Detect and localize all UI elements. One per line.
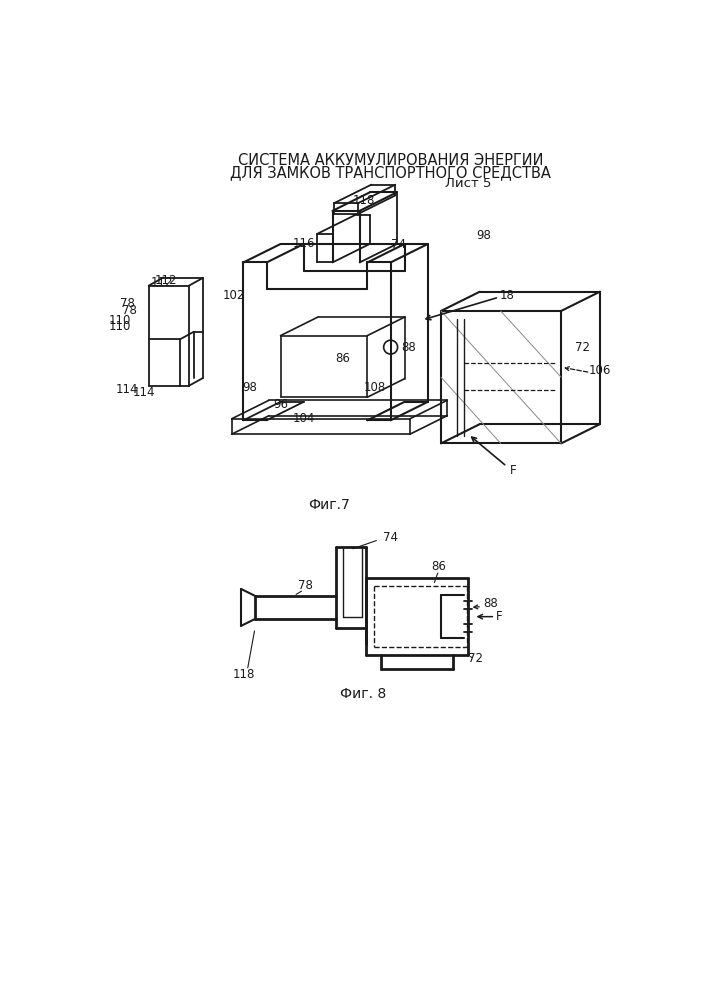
Text: 110: 110: [109, 314, 131, 327]
Text: 74: 74: [391, 238, 406, 251]
Text: 102: 102: [223, 289, 245, 302]
Text: F: F: [510, 464, 516, 477]
Text: 112: 112: [151, 276, 173, 289]
Text: 98: 98: [477, 229, 491, 242]
Text: 18: 18: [499, 289, 514, 302]
Text: 88: 88: [401, 341, 416, 354]
Text: 78: 78: [120, 297, 135, 310]
Text: Фиг.7: Фиг.7: [308, 498, 349, 512]
Text: 114: 114: [133, 386, 156, 399]
Text: 86: 86: [335, 352, 350, 365]
Text: 114: 114: [115, 383, 138, 396]
Text: Лист 5: Лист 5: [445, 177, 491, 190]
Text: Фиг. 8: Фиг. 8: [340, 687, 387, 701]
Text: 118: 118: [232, 668, 255, 681]
Text: 98: 98: [242, 381, 257, 394]
Text: 110: 110: [109, 320, 131, 333]
Text: 106: 106: [588, 364, 611, 377]
Text: 86: 86: [431, 560, 446, 573]
Text: 104: 104: [293, 412, 315, 425]
Text: ДЛЯ ЗАМКОВ ТРАНСПОРТНОГО СРЕДСТВА: ДЛЯ ЗАМКОВ ТРАНСПОРТНОГО СРЕДСТВА: [230, 165, 551, 180]
Text: 72: 72: [575, 341, 590, 354]
Text: 78: 78: [122, 304, 136, 317]
Text: F: F: [496, 610, 503, 623]
Text: 72: 72: [468, 652, 484, 666]
Text: 88: 88: [484, 597, 498, 610]
Text: СИСТЕМА АККУМУЛИРОВАНИЯ ЭНЕРГИИ: СИСТЕМА АККУМУЛИРОВАНИЯ ЭНЕРГИИ: [238, 153, 544, 168]
Text: 96: 96: [273, 398, 288, 411]
Text: 112: 112: [155, 274, 177, 287]
Text: 108: 108: [364, 381, 386, 394]
Text: 74: 74: [383, 531, 398, 544]
Text: 116: 116: [293, 237, 315, 250]
Text: 118: 118: [352, 194, 375, 207]
Text: 78: 78: [298, 579, 312, 592]
